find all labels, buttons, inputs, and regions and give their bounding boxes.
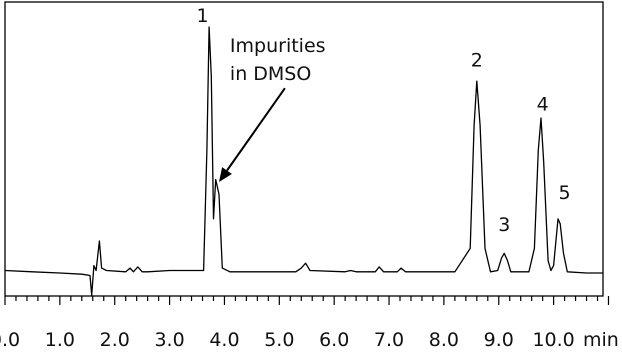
- annotation-line-2: in DMSO: [230, 63, 311, 85]
- x-tick-label: 6.0: [319, 329, 349, 351]
- plot-frame: [4, 1, 604, 297]
- peak-label: 4: [537, 94, 549, 116]
- x-tick-label: 1.0: [45, 329, 75, 351]
- annotation-line-1: Impurities: [230, 35, 326, 57]
- x-unit-label: min: [583, 329, 619, 351]
- x-tick-label: 0.0: [0, 329, 20, 351]
- x-tick-label: 7.0: [374, 329, 404, 351]
- peak-labels: 1 2 3 4 5: [196, 5, 570, 236]
- annotation-arrow-line: [226, 87, 286, 172]
- annotation-arrow-head: [219, 167, 232, 182]
- chromatogram-trace: [4, 26, 603, 296]
- x-tick-label: 5.0: [264, 329, 294, 351]
- x-tick-label: 10.0: [532, 329, 574, 351]
- x-tick-label: 9.0: [484, 329, 514, 351]
- x-tick-label: 3.0: [154, 329, 184, 351]
- x-tick-label: 8.0: [429, 329, 459, 351]
- peak-label: 1: [196, 5, 208, 27]
- peak-label: 2: [471, 49, 483, 71]
- x-axis: 0.0 1.0 2.0 3.0 4.0 5.0 6.0 7.0 8.0 9.0 10.0: [0, 296, 610, 351]
- impurities-annotation: Impurities in DMSO: [219, 35, 326, 182]
- peak-label: 3: [498, 214, 510, 236]
- peak-label: 5: [559, 182, 571, 204]
- x-tick-label: 4.0: [209, 329, 239, 351]
- x-tick-label: 2.0: [100, 329, 130, 351]
